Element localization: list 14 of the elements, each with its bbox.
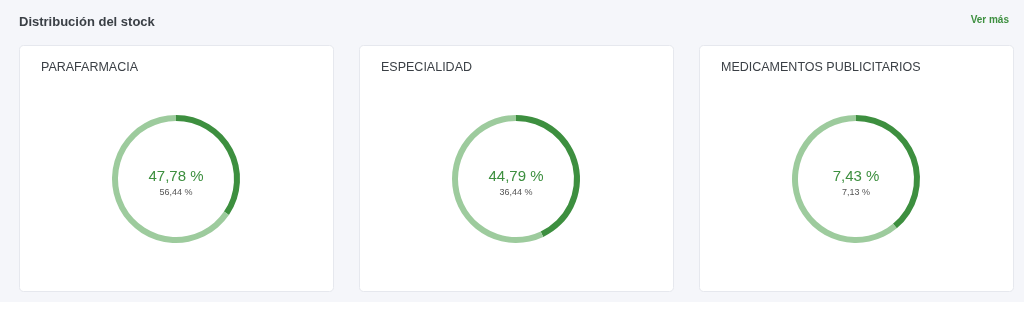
- donut-slice: [792, 115, 897, 243]
- text: 36,44 %: [499, 187, 533, 197]
- chart-title: ESPECIALIDAD: [381, 60, 473, 74]
- chart-title: PARAFARMACIA: [41, 60, 139, 74]
- text: 47,78 %: [148, 167, 204, 184]
- donut-slice: [452, 115, 544, 243]
- text: 7,43 %: [832, 167, 880, 184]
- text: 7,13 %: [841, 187, 871, 197]
- donut-slice: [112, 115, 229, 243]
- chart-title: MEDICAMENTOS PUBLICITARIOS: [721, 60, 921, 74]
- text: 56,44 %: [159, 187, 193, 197]
- text: 44,79 %: [488, 167, 544, 184]
- text: Ver más: [970, 14, 1010, 25]
- text: Distribución del stock: [19, 14, 156, 29]
